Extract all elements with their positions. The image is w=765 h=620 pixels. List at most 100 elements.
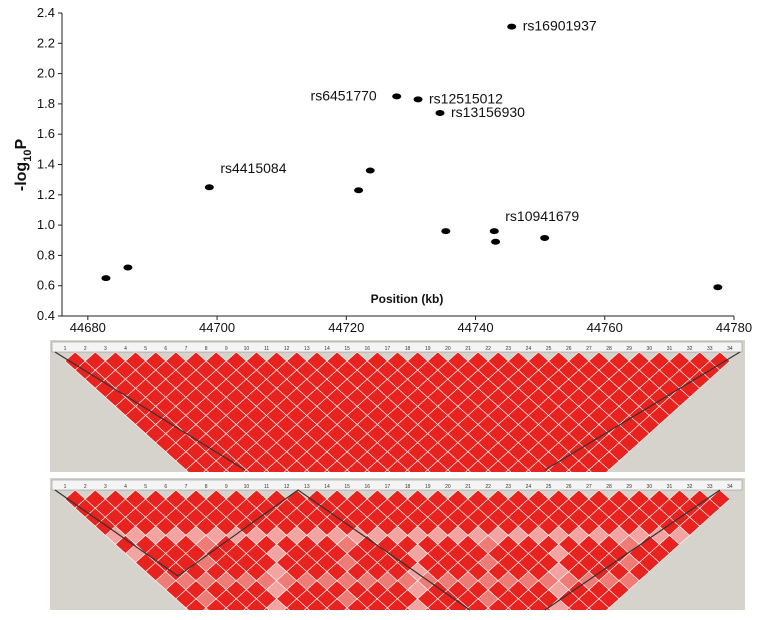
ld-marker-number: 19: [425, 484, 431, 490]
x-axis-label: Position (kb): [371, 292, 444, 306]
ld-cell: [424, 607, 431, 610]
y-tick-label: 1.4: [37, 157, 55, 172]
point: [491, 238, 501, 245]
ld-marker-number: 27: [586, 484, 592, 490]
ld-marker-number: 28: [606, 484, 612, 490]
ld-marker-number: 17: [385, 484, 391, 490]
ld-marker-number: 30: [647, 484, 653, 490]
ld-cell: [223, 469, 230, 472]
point: [489, 228, 499, 235]
ld-cell: [586, 469, 592, 472]
y-tick-label: 0.6: [37, 278, 55, 293]
ld-cell: [283, 469, 290, 472]
ld-cell: [445, 607, 451, 610]
ld-marker-number: 10: [244, 346, 250, 352]
ld-marker-number: 22: [485, 346, 491, 352]
ld-marker-number: 17: [385, 346, 391, 352]
ld-marker-number: 10: [244, 484, 250, 490]
point-label: rs16901937: [523, 18, 597, 34]
ld-marker-number: 2: [84, 346, 87, 352]
ld-marker-number: 16: [364, 346, 370, 352]
y-tick-label: 1.0: [37, 217, 55, 232]
point: [365, 167, 375, 174]
ld-cell: [525, 469, 532, 472]
ld-marker-number: 29: [626, 484, 632, 490]
ld-cell: [465, 469, 471, 472]
ld-marker-number: 13: [304, 346, 310, 352]
ld-cell: [565, 469, 572, 472]
ld-marker-number: 6: [164, 484, 167, 490]
ld-cell: [364, 607, 371, 610]
ld-marker-number: 11: [264, 484, 269, 490]
ld-marker-number: 18: [405, 346, 411, 352]
point-label: rs12515012: [429, 90, 503, 106]
ld-marker-number: 24: [526, 484, 532, 490]
y-label-part: P: [13, 139, 30, 150]
ld-marker-number: 12: [284, 484, 290, 490]
ld-cell: [709, 489, 731, 509]
ld-marker-number: 33: [707, 484, 713, 490]
ld-marker-number: 3: [104, 484, 107, 490]
ld-cell: [324, 607, 330, 610]
ld-marker-number: 16: [364, 484, 370, 490]
ld-cell: [505, 469, 512, 472]
point-label: rs4415084: [220, 160, 286, 176]
ld-cell: [485, 607, 491, 610]
ld-marker-number: 8: [205, 346, 208, 352]
y-tick-label: 1.6: [37, 126, 55, 141]
point: [507, 23, 517, 30]
point: [413, 96, 423, 103]
ld-cell: [304, 469, 310, 472]
ld-marker-number: 31: [667, 484, 673, 490]
ld-header: [51, 479, 743, 491]
ld-block-outline: [54, 489, 471, 611]
ld-marker-number: 29: [626, 346, 632, 352]
ld-marker-number: 11: [264, 346, 269, 352]
ld-cell: [384, 607, 391, 610]
ld-cell: [344, 607, 350, 610]
ld-marker-number: 21: [465, 484, 471, 490]
point: [540, 234, 550, 241]
x-tick-label: 44740: [457, 320, 493, 335]
ld-marker-number: 2: [84, 484, 87, 490]
ld-cell: [404, 607, 411, 610]
ld-cell: [243, 469, 250, 472]
x-tick-label: 44760: [587, 320, 623, 335]
ld-cell: [203, 469, 209, 472]
point: [713, 284, 723, 291]
y-tick-label: 1.2: [37, 187, 55, 202]
point: [101, 275, 111, 282]
ld-cell: [364, 469, 371, 472]
ld-heatmap: 1 2 3 4 5 6 7 8 9 10 11 12 13 14 15 16 17 18 19 20 21 22 23 24 2…: [51, 341, 743, 472]
ld-cell: [545, 607, 552, 610]
x-tick-label: 44700: [199, 320, 235, 335]
ld-cell: [263, 607, 270, 610]
ld-cell: [344, 469, 350, 472]
ld-cell: [324, 469, 330, 472]
point: [204, 184, 214, 191]
ld-marker-number: 23: [506, 346, 512, 352]
ld-marker-number: 14: [324, 484, 330, 490]
ld-cell: [304, 607, 310, 610]
ld-cell: [445, 469, 451, 472]
y-label-subscript: 10: [22, 150, 34, 162]
ld-marker-number: 34: [727, 484, 733, 490]
ld-cell: [525, 607, 532, 610]
ld-cell: [565, 607, 572, 610]
y-tick-label: 2.4: [37, 5, 55, 20]
ld-marker-number: 32: [687, 484, 693, 490]
ld-marker-number: 28: [606, 346, 612, 352]
ld-marker-number: 22: [485, 484, 491, 490]
y-tick-label: 0.4: [37, 308, 55, 323]
ld-marker-number: 21: [465, 346, 471, 352]
ld-marker-number: 34: [727, 346, 733, 352]
ld-cell: [424, 469, 431, 472]
ld-marker-number: 15: [344, 484, 350, 490]
ld-marker-number: 20: [445, 346, 451, 352]
ld-marker-number: 14: [324, 346, 330, 352]
ld-marker-number: 26: [566, 484, 572, 490]
x-tick-label: 44680: [70, 320, 106, 335]
y-tick-label: 2.2: [37, 35, 55, 50]
ld-cell: [243, 607, 250, 610]
